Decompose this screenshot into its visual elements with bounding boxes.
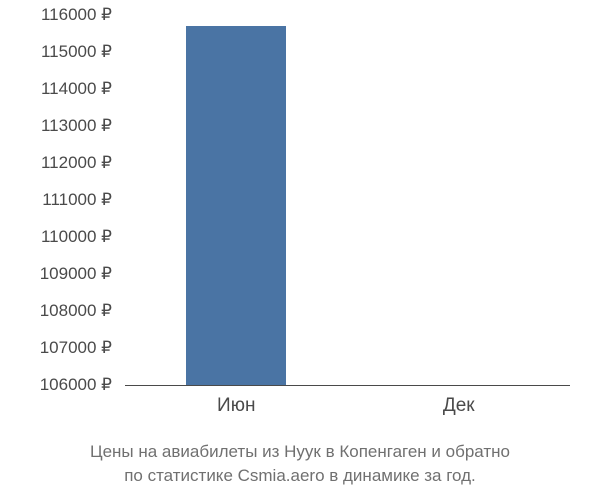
y-tick-label: 113000 ₽ [41,116,112,136]
y-tick-label: 106000 ₽ [40,375,112,395]
y-axis: 106000 ₽107000 ₽108000 ₽109000 ₽110000 ₽… [0,15,120,385]
x-axis-labels: Июн Дек [125,395,570,425]
y-tick-label: 111000 ₽ [42,190,112,210]
chart-caption: Цены на авиабилеты из Нуук в Копенгаген … [0,440,600,488]
bar [186,26,286,385]
y-tick-label: 112000 ₽ [41,153,112,173]
y-tick-label: 110000 ₽ [41,227,112,247]
x-axis-line [125,385,570,386]
y-tick-label: 109000 ₽ [40,264,112,284]
x-tick-label: Июн [217,395,255,417]
y-tick-label: 115000 ₽ [41,42,112,62]
plot-area [125,15,570,385]
y-tick-label: 114000 ₽ [41,79,112,99]
y-tick-label: 107000 ₽ [40,338,112,358]
y-tick-label: 116000 ₽ [41,5,112,25]
price-chart: 106000 ₽ 107000 ₽ 108000 ₽ 109000 ₽ 110000 ₽… [0,0,600,500]
caption-line-2: по статистике Csmia.aero в динамике за г… [124,466,476,485]
y-tick-label: 108000 ₽ [40,301,112,321]
x-tick-label: Дек [443,395,475,417]
caption-line-1: Цены на авиабилеты из Нуук в Копенгаген … [90,442,510,461]
